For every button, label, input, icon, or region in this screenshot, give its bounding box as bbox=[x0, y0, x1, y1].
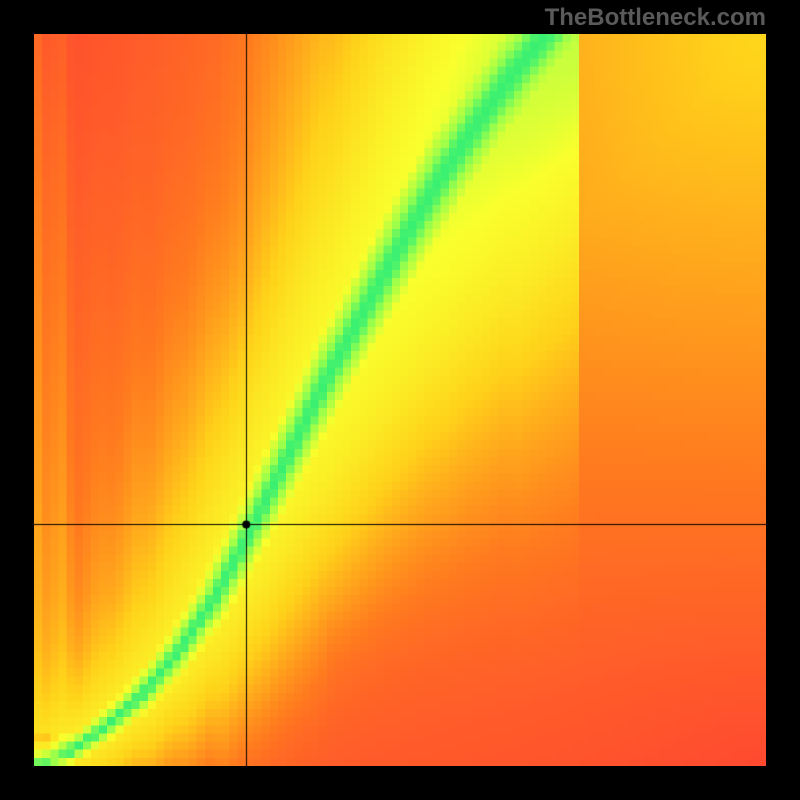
marker-overlay bbox=[34, 34, 766, 766]
chart-container: TheBottleneck.com bbox=[0, 0, 800, 800]
source-watermark: TheBottleneck.com bbox=[545, 4, 766, 32]
